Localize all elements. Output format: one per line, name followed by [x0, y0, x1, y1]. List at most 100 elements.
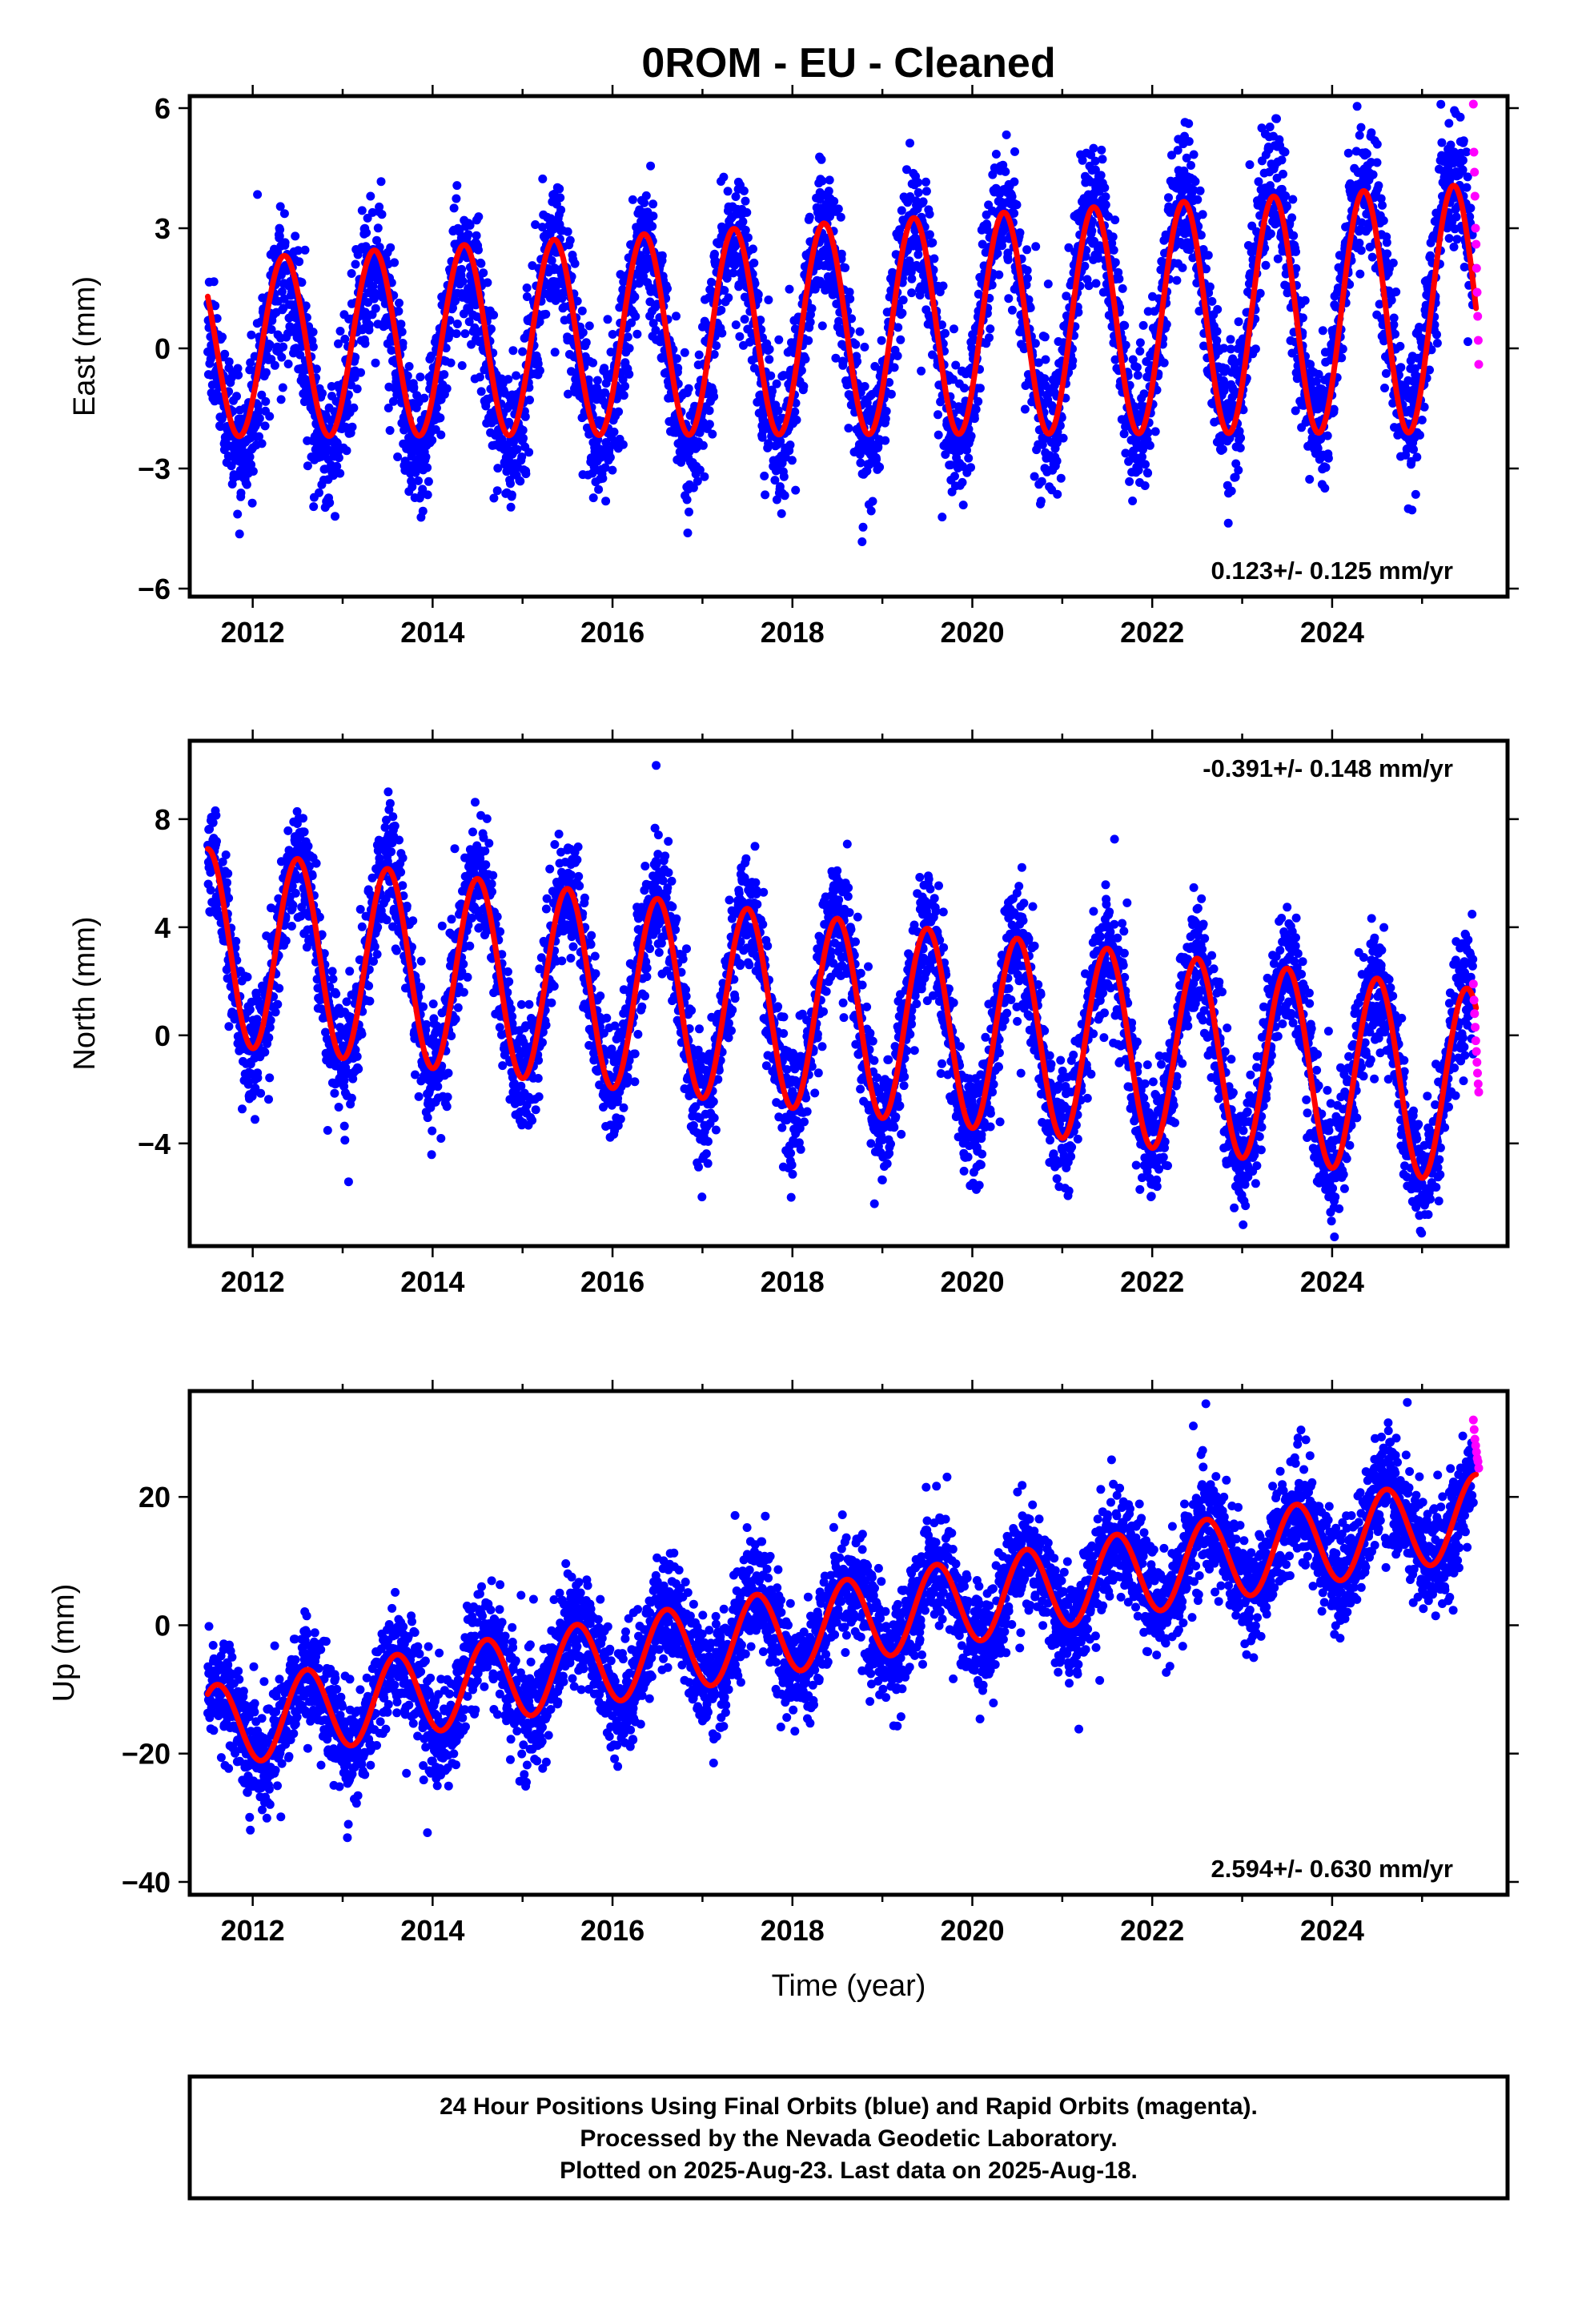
data-point — [805, 317, 815, 327]
data-point — [913, 188, 923, 197]
data-point — [875, 462, 885, 472]
data-point — [770, 476, 780, 485]
data-point — [1261, 260, 1271, 270]
data-point — [1458, 155, 1468, 165]
data-point — [247, 658, 256, 667]
data-point — [421, 452, 431, 462]
data-point — [928, 238, 938, 247]
y-tick-label: −3 — [138, 452, 171, 485]
data-point — [356, 368, 365, 377]
data-point — [452, 181, 462, 191]
data-point — [416, 372, 425, 382]
data-point — [893, 351, 902, 360]
data-point — [1213, 304, 1223, 314]
data-point — [694, 350, 704, 360]
data-point — [631, 312, 640, 321]
data-point — [279, 342, 288, 352]
data-point — [600, 463, 610, 472]
data-point — [618, 375, 628, 384]
data-point — [1279, 169, 1287, 179]
data-point — [682, 495, 692, 505]
data-point — [1320, 484, 1330, 493]
data-point — [325, 498, 335, 508]
data-point — [367, 207, 377, 217]
data-point — [709, 392, 719, 401]
data-point — [211, 301, 220, 311]
data-point — [572, 296, 582, 306]
data-point — [1186, 161, 1195, 170]
data-point — [1288, 195, 1298, 204]
data-point — [1382, 238, 1391, 247]
data-point — [817, 321, 827, 331]
y-tick-label: −6 — [138, 573, 171, 605]
data-point — [489, 310, 499, 320]
data-point — [1125, 476, 1134, 486]
data-point — [578, 328, 588, 337]
data-point — [1052, 456, 1062, 466]
data-point — [279, 209, 289, 219]
data-point — [300, 245, 310, 255]
east-panel: 2012 2014 2016 2018 2020 2022 2024630−3−6East … — [68, 85, 1519, 667]
data-point — [1159, 358, 1169, 368]
data-point — [223, 869, 233, 879]
data-point — [493, 464, 503, 473]
data-point — [254, 406, 263, 416]
data-point — [408, 482, 417, 492]
data-point — [616, 270, 625, 279]
data-point — [1452, 212, 1461, 222]
data-point — [1184, 119, 1194, 128]
data-point — [236, 489, 246, 498]
data-point — [265, 340, 275, 350]
data-point — [601, 497, 611, 506]
data-point — [685, 507, 693, 517]
data-point — [773, 406, 783, 416]
data-point — [1164, 193, 1173, 203]
data-point — [233, 364, 243, 373]
data-point — [487, 324, 496, 334]
data-point — [913, 178, 923, 187]
data-point — [412, 391, 422, 400]
data-point — [588, 358, 598, 368]
data-point — [506, 479, 515, 489]
data-point — [476, 259, 486, 268]
data-point — [1378, 200, 1387, 210]
data-point — [1391, 287, 1401, 296]
data-point — [1110, 215, 1120, 225]
data-point — [881, 414, 890, 424]
data-point — [211, 810, 221, 820]
data-point — [1372, 158, 1382, 167]
data-point — [475, 372, 484, 382]
data-point — [985, 333, 994, 343]
data-point — [1452, 235, 1462, 244]
x-tick-label: 2022 — [1120, 616, 1184, 649]
data-point — [220, 349, 230, 359]
data-point — [449, 203, 459, 213]
data-point — [1409, 444, 1418, 454]
data-point — [275, 225, 285, 235]
data-point — [278, 383, 287, 392]
data-point — [975, 384, 985, 393]
data-point — [291, 231, 300, 241]
data-point — [1343, 148, 1353, 158]
data-point — [960, 384, 969, 393]
data-point — [619, 391, 628, 400]
y-tick-label: 0 — [155, 332, 171, 365]
data-point — [907, 288, 917, 298]
data-point — [776, 436, 785, 446]
data-point — [212, 837, 221, 846]
data-point — [1412, 452, 1422, 462]
data-point — [663, 283, 672, 293]
data-point — [474, 212, 484, 222]
data-point — [738, 217, 748, 227]
data-point — [648, 222, 657, 231]
data-point — [382, 320, 391, 330]
data-point — [764, 439, 773, 448]
data-point — [275, 231, 284, 241]
data-point — [791, 485, 801, 495]
data-point — [1143, 468, 1153, 478]
data-point — [1437, 138, 1447, 147]
data-point — [436, 413, 445, 423]
rapid-data-point — [1473, 312, 1483, 321]
data-point — [860, 382, 869, 391]
data-point — [318, 388, 327, 398]
